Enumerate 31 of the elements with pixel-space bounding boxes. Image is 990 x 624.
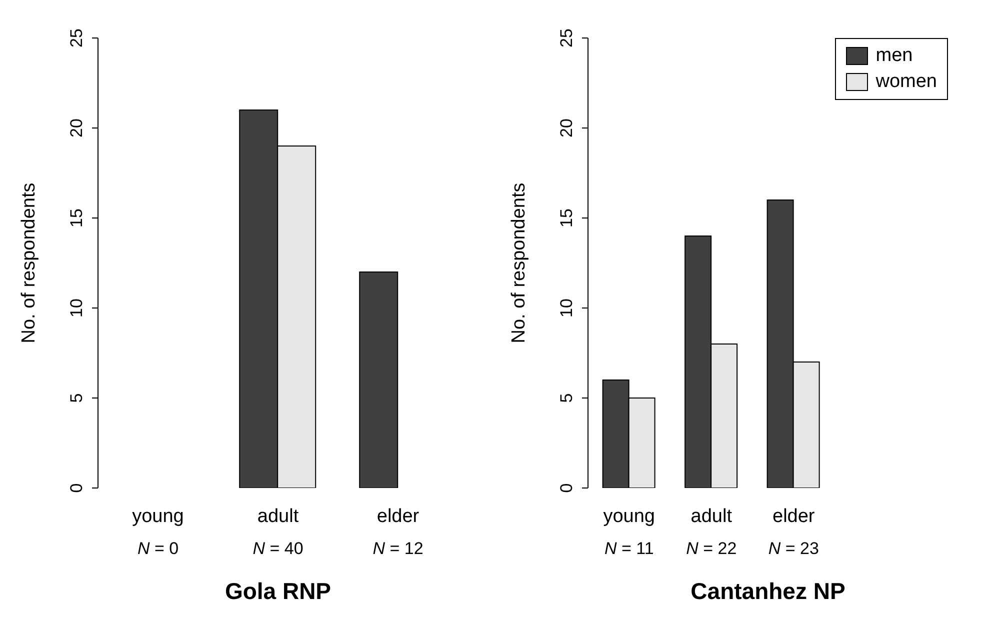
legend-label: men: [874, 44, 914, 68]
y-tick-label: 5: [67, 393, 86, 403]
text: Cantanhez NP: [690, 578, 846, 605]
y-tick-label: 25: [557, 28, 576, 48]
y-tick-label: 15: [67, 208, 86, 228]
y-tick-label: 0: [67, 483, 86, 493]
x-tick-label: elder: [772, 506, 816, 527]
text: N = 0: [137, 539, 179, 558]
text: N = 22: [686, 539, 737, 558]
x-tick-label: adult: [690, 506, 733, 527]
text: N = 23: [768, 539, 819, 558]
y-tick-label: 20: [67, 118, 86, 138]
x-tick-label: young: [132, 506, 184, 527]
text: N = 12: [372, 539, 424, 558]
y-axis-title: No. of respondents: [508, 182, 530, 344]
y-tick-label: 15: [557, 208, 576, 228]
x-tick-label: adult: [257, 506, 300, 527]
text: N = 11: [604, 539, 654, 558]
text: Gola RNP: [224, 578, 332, 605]
y-tick-label: 20: [557, 118, 576, 138]
legend-label: women: [874, 70, 937, 94]
y-tick-label: 10: [67, 298, 86, 318]
y-tick-label: 10: [557, 298, 576, 318]
x-tick-label: young: [603, 506, 656, 527]
x-tick-label: elder: [376, 506, 420, 527]
y-tick-label: 5: [557, 393, 576, 403]
text: N = 40: [252, 539, 304, 558]
y-tick-label: 0: [557, 483, 576, 493]
y-axis-title: No. of respondents: [18, 182, 40, 344]
bar: [359, 272, 398, 488]
y-tick-label: 25: [67, 28, 86, 48]
